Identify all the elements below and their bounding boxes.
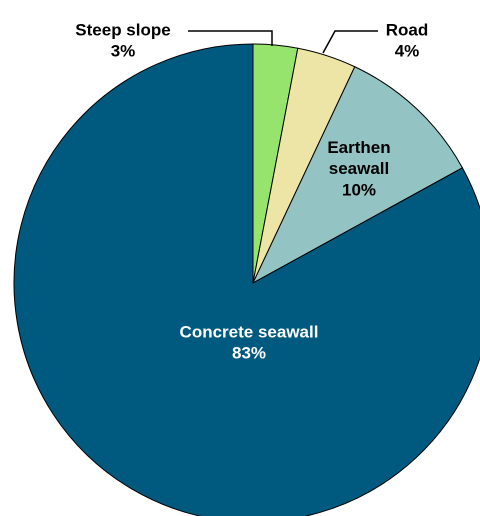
value-label: 83% [232,343,266,362]
slice-label: Road [386,20,429,39]
slice [251,66,464,285]
slice [13,43,480,516]
slice-label: Concrete seawall [180,322,319,341]
leader-line [188,30,273,46]
pie [13,43,480,516]
value-label: 4% [395,41,420,60]
slice-label: Steep slope [75,20,170,39]
leader-line [322,30,378,54]
value-label: 10% [342,180,376,199]
value-label: 3% [111,41,136,60]
slice-label: Earthen seawall [327,138,390,178]
